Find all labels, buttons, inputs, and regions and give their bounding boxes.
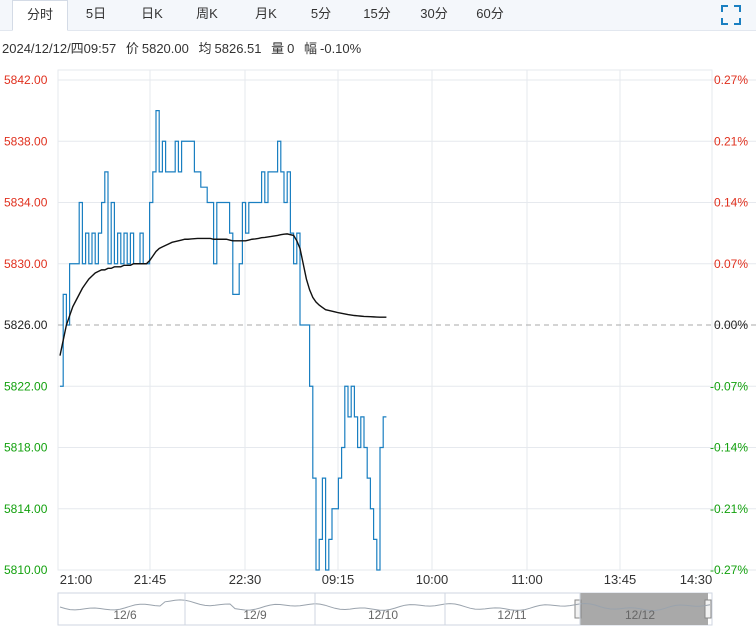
price-value: 5820.00	[141, 41, 189, 56]
percent-tick-label: -0.27%	[710, 563, 748, 577]
price-tick-label: 5822.00	[4, 379, 48, 393]
percent-tick-label: 0.27%	[714, 73, 748, 87]
x-tick-label: 14:30	[680, 572, 713, 587]
tab-8[interactable]: 30分	[420, 6, 448, 21]
price-label: 价	[125, 41, 139, 56]
avg-label: 均	[198, 41, 212, 56]
x-tick-label: 09:15	[322, 572, 355, 587]
tab-4[interactable]: 周K	[196, 6, 218, 21]
tab-6[interactable]: 5分	[310, 6, 332, 21]
avg-value: 5826.51	[214, 41, 262, 56]
x-tick-label: 21:00	[60, 572, 93, 587]
navigator-date-label: 12/11	[497, 608, 526, 622]
x-tick-label: 10:00	[416, 572, 449, 587]
price-tick-label: 5838.00	[4, 134, 48, 148]
price-tick-label: 5826.00	[4, 318, 48, 332]
navigator-date-label: 12/9	[243, 608, 267, 622]
navigator-right-handle[interactable]	[704, 599, 712, 619]
fullscreen-button[interactable]	[720, 4, 742, 26]
percent-tick-label: -0.07%	[710, 379, 748, 393]
tab-1[interactable]: 分时	[12, 0, 68, 31]
percent-tick-label: 0.14%	[714, 196, 748, 210]
percent-tick-label: 0.21%	[714, 134, 748, 148]
intraday-chart[interactable]: 21:00 21:45 22:30 09:15 10:00 11:00 13:45 14:30…	[0, 60, 756, 590]
price-tick-label: 5818.00	[4, 441, 48, 455]
percent-tick-label: -0.21%	[710, 502, 748, 516]
navigator-date-label: 12/10	[368, 608, 398, 622]
navigator-selection[interactable]	[580, 593, 708, 625]
price-series-line	[60, 110, 387, 571]
percent-tick-label: 0.00%	[714, 318, 748, 332]
x-tick-label: 22:30	[229, 572, 262, 587]
quote-datetime: 2024/12/12/四09:57	[2, 41, 117, 56]
percent-tick-label: 0.07%	[714, 257, 748, 271]
volume-label: 量	[271, 41, 285, 56]
price-tick-label: 5842.00	[4, 73, 48, 87]
tab-9[interactable]: 60分	[476, 6, 504, 21]
price-tick-label: 5810.00	[4, 563, 48, 577]
change-label: 幅	[304, 41, 318, 56]
tab-2[interactable]: 5日	[85, 6, 107, 21]
navigator-left-handle[interactable]	[574, 599, 582, 619]
price-tick-label: 5834.00	[4, 196, 48, 210]
navigator-date-label: 12/6	[113, 608, 137, 622]
x-tick-label: 21:45	[134, 572, 167, 587]
navigator-date-label: 12/12	[625, 608, 655, 622]
x-tick-label: 13:45	[604, 572, 637, 587]
tab-7[interactable]: 15分	[363, 6, 391, 21]
x-tick-label: 11:00	[511, 572, 543, 587]
navigator-overview-line	[59, 599, 711, 611]
period-tab-bar: 分时 5日 日K 周K 月K 5分 15分 30分 60分	[0, 0, 756, 31]
tab-5[interactable]: 月K	[255, 6, 277, 21]
fullscreen-icon	[721, 5, 741, 25]
date-navigator[interactable]: 12/6 12/9 12/10 12/11 12/12	[0, 590, 756, 629]
percent-tick-label: -0.14%	[710, 441, 748, 455]
tab-3[interactable]: 日K	[141, 6, 163, 21]
change-value: -0.10%	[320, 41, 362, 56]
volume-value: 0	[287, 41, 295, 56]
average-series-line	[59, 233, 387, 356]
price-tick-label: 5830.00	[4, 257, 48, 271]
price-tick-label: 5814.00	[4, 502, 48, 516]
